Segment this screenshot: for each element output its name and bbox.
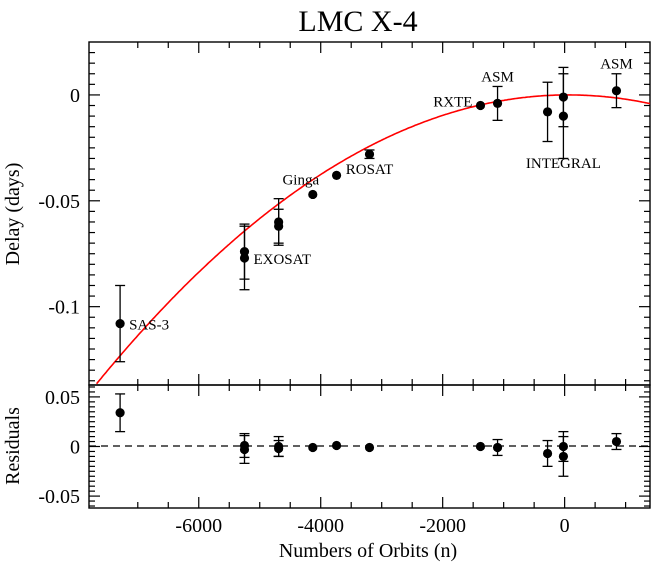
y-tick-label: 0 bbox=[70, 85, 80, 107]
x-tick-label: -4000 bbox=[297, 515, 344, 537]
mission-labels: SAS-3 EXOSAT Ginga ROSAT RXTE ASM INTEGRAL ASM bbox=[129, 57, 633, 334]
x-axis-label: Numbers of Orbits (n) bbox=[279, 540, 457, 562]
data-point bbox=[542, 107, 553, 117]
residuals-y-axis-label: Residuals bbox=[2, 407, 24, 485]
data-point bbox=[274, 443, 284, 454]
data-point bbox=[475, 100, 486, 111]
x-tick-labels: -6000 -4000 -2000 0 bbox=[175, 515, 569, 537]
delay-panel-ticks bbox=[89, 42, 650, 385]
data-point bbox=[331, 440, 342, 451]
mission-label: ROSAT bbox=[346, 162, 394, 178]
data-point bbox=[492, 98, 503, 109]
mission-label: ASM bbox=[600, 57, 633, 73]
residuals-panel-ticks bbox=[89, 385, 650, 508]
data-point bbox=[274, 221, 284, 231]
y-tick-label: 0.05 bbox=[45, 387, 80, 409]
data-point bbox=[558, 111, 569, 121]
y-tick-label: -0.05 bbox=[38, 486, 80, 508]
residuals-y-tick-labels: -0.05 0 0.05 bbox=[38, 387, 80, 508]
y-tick-label: -0.05 bbox=[38, 191, 80, 213]
data-point bbox=[115, 318, 125, 329]
data-point bbox=[364, 442, 375, 453]
data-point bbox=[115, 408, 125, 418]
data-point bbox=[364, 149, 375, 159]
mission-label: SAS-3 bbox=[129, 318, 169, 334]
data-point bbox=[239, 253, 250, 263]
y-tick-label: 0 bbox=[70, 437, 80, 459]
data-point bbox=[542, 448, 553, 459]
delay-y-axis-label: Delay (days) bbox=[2, 163, 24, 266]
residual-data-points bbox=[115, 393, 622, 477]
data-point bbox=[331, 170, 342, 180]
fit-curve bbox=[95, 94, 651, 385]
data-point bbox=[611, 436, 622, 447]
y-tick-label: -0.1 bbox=[48, 297, 80, 319]
delay-data-points bbox=[115, 66, 622, 363]
data-point bbox=[611, 86, 622, 96]
fit-curve-group bbox=[95, 94, 651, 385]
data-point bbox=[308, 442, 318, 453]
data-point bbox=[475, 441, 486, 452]
x-tick-label: 0 bbox=[560, 515, 570, 537]
data-point bbox=[492, 442, 503, 453]
data-point bbox=[558, 451, 569, 462]
x-tick-label: -6000 bbox=[175, 515, 222, 537]
x-tick-label: -2000 bbox=[419, 515, 466, 537]
data-point bbox=[239, 444, 250, 455]
residuals-panel: -0.05 0 0.05 bbox=[38, 384, 651, 509]
mission-label: Ginga bbox=[282, 172, 319, 188]
delay-y-tick-labels: -0.1 -0.05 0 bbox=[38, 85, 80, 319]
mission-label: RXTE bbox=[433, 95, 472, 111]
mission-label: ASM bbox=[481, 69, 514, 85]
chart-title: LMC X-4 bbox=[298, 5, 417, 38]
mission-label: INTEGRAL bbox=[526, 156, 601, 172]
mission-label: EXOSAT bbox=[253, 252, 311, 268]
data-point bbox=[308, 189, 318, 200]
delay-panel: SAS-3EXOSATGingaROSATRXTEASMINTEGRALASM … bbox=[38, 41, 651, 386]
